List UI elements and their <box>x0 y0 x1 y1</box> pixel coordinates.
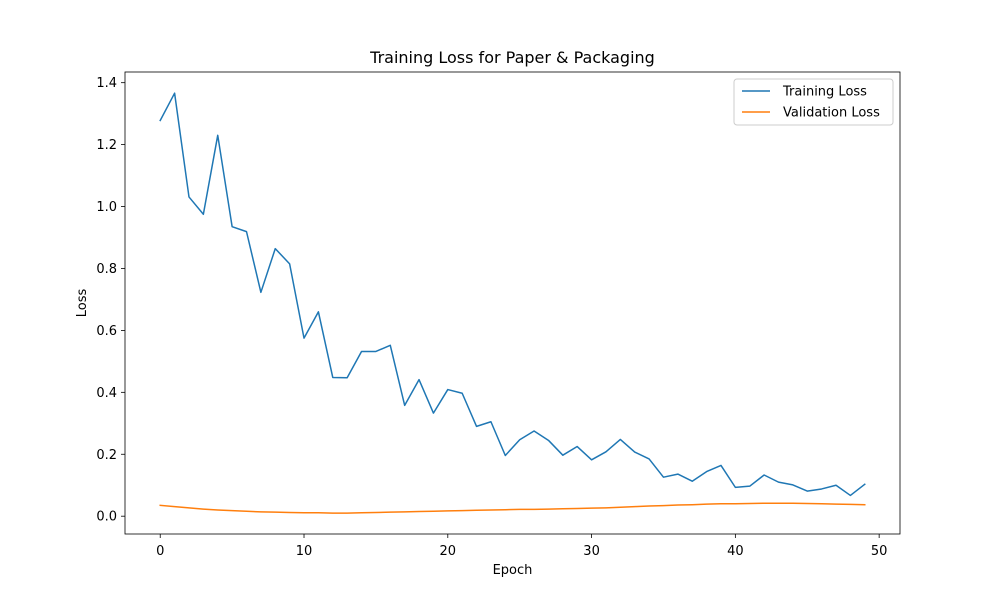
x-tick-label: 20 <box>440 544 457 559</box>
y-tick-label: 0.0 <box>96 510 117 525</box>
y-tick-label: 1.4 <box>96 76 117 91</box>
x-tick-label: 0 <box>156 544 164 559</box>
y-tick-label: 0.4 <box>96 386 117 401</box>
y-tick-label: 0.8 <box>96 262 117 277</box>
series-layer <box>159 92 866 514</box>
x-tick-label: 30 <box>583 544 600 559</box>
x-tick-label: 50 <box>871 544 888 559</box>
x-tick-label: 10 <box>296 544 313 559</box>
x-axis-label: Epoch <box>493 563 533 578</box>
y-tick-label: 0.2 <box>96 448 117 463</box>
y-tick-label: 1.2 <box>96 138 117 153</box>
chart-title: Training Loss for Paper & Packaging <box>369 48 655 67</box>
legend-box <box>733 78 894 126</box>
legend-label-training-loss: Training Loss <box>782 85 867 100</box>
series-line-validation-loss <box>159 502 866 514</box>
axes-layer: 0 10 20 30 40 50 0.0 0.2 0.4 0.6 0.8 1.0 1.2 1.4 <box>96 71 901 559</box>
y-tick-label: 1.0 <box>96 200 117 215</box>
y-tick-label: 0.6 <box>96 324 117 339</box>
y-axis-label: Loss <box>75 289 90 318</box>
legend-label-validation-loss: Validation Loss <box>783 106 880 121</box>
x-tick-label: 40 <box>727 544 744 559</box>
plot-frame <box>124 71 901 535</box>
series-line-training-loss <box>159 92 866 497</box>
legend: Training Loss Validation Loss <box>733 78 894 126</box>
